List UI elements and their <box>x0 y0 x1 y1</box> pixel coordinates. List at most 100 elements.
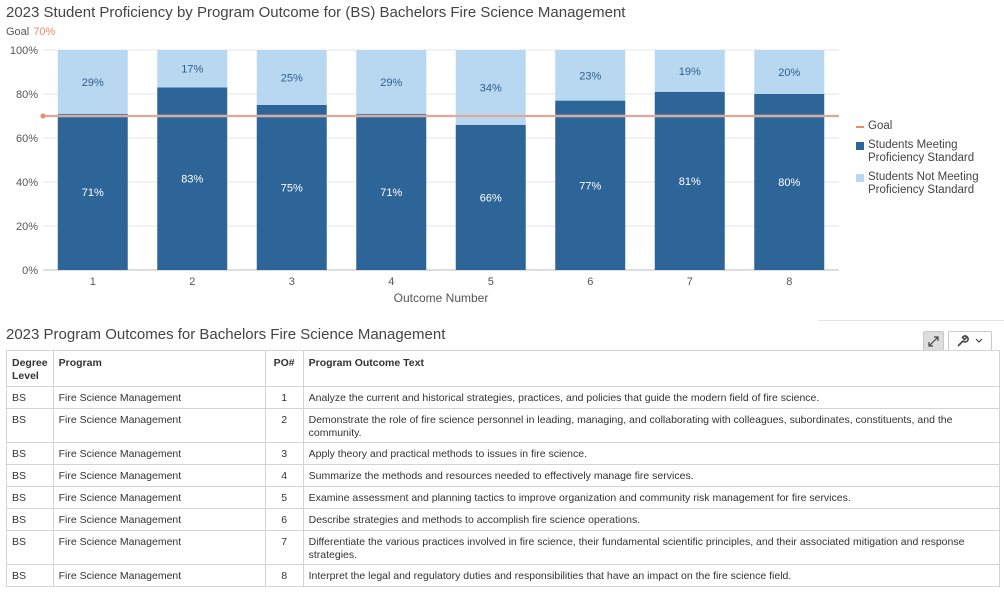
table-row[interactable]: BS Fire Science Management 7 Differentiate … <box>6 530 1001 565</box>
bar-meeting[interactable] <box>555 100 626 270</box>
data-label-meeting: 81% <box>679 176 701 188</box>
cell-program: Fire Science Management <box>52 408 266 443</box>
y-tick-label: 40% <box>16 177 38 189</box>
legend-label-goal: Goal <box>868 120 893 132</box>
cell-program: Fire Science Management <box>52 564 266 587</box>
header-degree-level[interactable]: Degree Level <box>6 350 54 387</box>
cell-program: Fire Science Management <box>52 442 266 465</box>
legend-item-goal[interactable]: Goal <box>856 120 1001 133</box>
cell-outcome-text: Examine assessment and planning tactics … <box>302 486 1001 509</box>
legend-item-not-meeting[interactable]: Students Not Meeting Proficiency Standar… <box>856 171 1001 197</box>
bar-meeting[interactable] <box>455 124 526 270</box>
data-label-not-meeting: 17% <box>181 64 203 76</box>
cell-po-number: 7 <box>264 530 304 565</box>
cell-outcome-text: Demonstrate the role of fire science per… <box>302 408 1001 443</box>
section-divider <box>818 320 1004 321</box>
bar-meeting[interactable] <box>256 105 327 270</box>
cell-degree-level: BS <box>6 564 54 587</box>
table-toolbar <box>923 331 992 351</box>
data-label-meeting: 75% <box>281 183 303 195</box>
bar-meeting[interactable] <box>57 113 128 270</box>
cell-po-number: 3 <box>264 442 304 465</box>
data-label-meeting: 80% <box>778 177 800 189</box>
chevron-down-icon <box>975 338 983 343</box>
table-row[interactable]: BS Fire Science Management 2 Demonstrate th… <box>6 408 1001 443</box>
data-label-meeting: 83% <box>181 174 203 186</box>
bar-meeting[interactable] <box>356 113 427 270</box>
cell-po-number: 1 <box>264 386 304 409</box>
bar-not-meeting[interactable] <box>455 50 526 125</box>
y-tick-label: 100% <box>10 45 38 57</box>
x-tick-label: 7 <box>687 276 693 288</box>
data-label-meeting: 71% <box>380 187 402 199</box>
y-tick-label: 20% <box>16 221 38 233</box>
expand-button[interactable] <box>923 331 944 351</box>
data-label-not-meeting: 19% <box>679 66 701 78</box>
bar-not-meeting[interactable] <box>256 50 327 105</box>
table-row[interactable]: BS Fire Science Management 4 Summarize the … <box>6 464 1001 487</box>
data-label-meeting: 71% <box>82 187 104 199</box>
table-row[interactable]: BS Fire Science Management 3 Apply theory a… <box>6 442 1001 465</box>
cell-po-number: 8 <box>264 564 304 587</box>
data-label-not-meeting: 34% <box>480 82 502 94</box>
cell-program: Fire Science Management <box>52 508 266 531</box>
cell-po-number: 6 <box>264 508 304 531</box>
x-tick-label: 6 <box>587 276 593 288</box>
bar-not-meeting[interactable] <box>157 50 228 88</box>
header-program[interactable]: Program <box>52 350 266 387</box>
cell-outcome-text: Analyze the current and historical strat… <box>302 386 1001 409</box>
cell-degree-level: BS <box>6 408 54 443</box>
cell-outcome-text: Apply theory and practical methods to is… <box>302 442 1001 465</box>
cell-outcome-text: Interpret the legal and regulatory dutie… <box>302 564 1001 587</box>
cell-program: Fire Science Management <box>52 464 266 487</box>
goal-value: 70% <box>33 26 56 38</box>
table-row[interactable]: BS Fire Science Management 6 Describe strat… <box>6 508 1001 531</box>
settings-menu-button[interactable] <box>948 331 992 351</box>
bar-not-meeting[interactable] <box>555 50 626 101</box>
cell-po-number: 4 <box>264 464 304 487</box>
header-po-number[interactable]: PO# <box>264 350 304 387</box>
table-header-row: Degree Level Program PO# Program Outcome… <box>6 350 1001 387</box>
bar-not-meeting[interactable] <box>356 50 427 114</box>
cell-degree-level: BS <box>6 486 54 509</box>
bar-meeting[interactable] <box>754 94 825 270</box>
x-tick-label: 4 <box>388 276 394 288</box>
data-label-meeting: 77% <box>579 180 601 192</box>
goal-line-swatch <box>856 126 864 128</box>
proficiency-bar-chart: 0% 20% 40% 60% 80% 100% 71% 29% 1 83% 17% 2 75% 25% 3 7… <box>10 45 839 305</box>
legend-item-meeting[interactable]: Students Meeting Proficiency Standard <box>856 139 1001 165</box>
cell-program: Fire Science Management <box>52 486 266 509</box>
goal-label: Goal <box>6 26 30 38</box>
table-title: 2023 Program Outcomes for Bachelors Fire… <box>6 326 446 343</box>
table-row[interactable]: BS Fire Science Management 1 Analyze the cu… <box>6 386 1001 409</box>
cell-outcome-text: Describe strategies and methods to accom… <box>302 508 1001 531</box>
cell-degree-level: BS <box>6 442 54 465</box>
data-label-not-meeting: 29% <box>82 77 104 89</box>
bar-not-meeting[interactable] <box>57 50 128 114</box>
header-outcome-text[interactable]: Program Outcome Text <box>302 350 1001 387</box>
goal-indicator: Goal 70% <box>6 26 55 38</box>
legend-label-meeting: Students Meeting Proficiency Standard <box>868 139 975 164</box>
table-row[interactable]: BS Fire Science Management 8 Interpret the … <box>6 564 1001 587</box>
wrench-icon <box>957 335 969 347</box>
y-tick-label: 60% <box>16 133 38 145</box>
data-label-not-meeting: 23% <box>579 70 601 82</box>
bar-meeting[interactable] <box>654 91 725 270</box>
table-row[interactable]: BS Fire Science Management 5 Examine assess… <box>6 486 1001 509</box>
x-tick-label: 1 <box>90 276 96 288</box>
y-tick-label: 0% <box>22 265 38 277</box>
cell-po-number: 5 <box>264 486 304 509</box>
expand-icon <box>928 335 939 347</box>
not-meeting-swatch <box>856 174 864 182</box>
data-label-meeting: 66% <box>480 192 502 204</box>
bar-not-meeting[interactable] <box>654 50 725 92</box>
x-tick-label: 8 <box>786 276 792 288</box>
cell-degree-level: BS <box>6 386 54 409</box>
data-label-not-meeting: 29% <box>380 77 402 89</box>
bar-not-meeting[interactable] <box>754 50 825 94</box>
bar-meeting[interactable] <box>157 87 228 271</box>
x-tick-label: 3 <box>289 276 295 288</box>
legend-label-not-meeting: Students Not Meeting Proficiency Standar… <box>868 171 979 196</box>
cell-program: Fire Science Management <box>52 386 266 409</box>
cell-degree-level: BS <box>6 530 54 565</box>
